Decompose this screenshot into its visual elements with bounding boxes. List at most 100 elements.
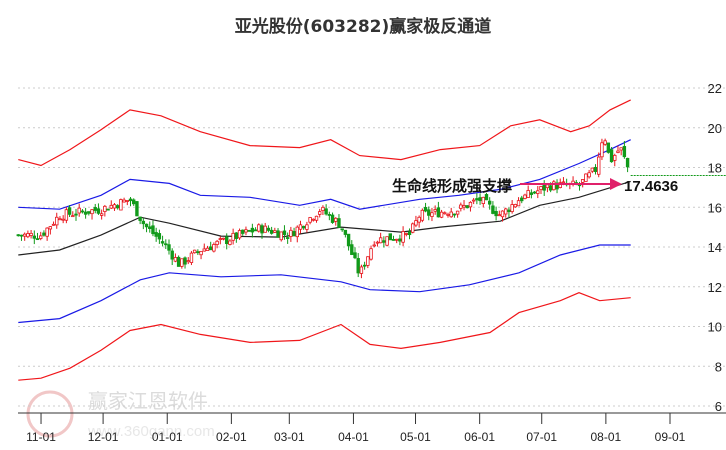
candle-body xyxy=(154,232,158,237)
candle-body xyxy=(321,206,325,211)
candle xyxy=(253,227,258,232)
candle xyxy=(536,185,540,199)
candle-body xyxy=(74,213,78,216)
candle-body xyxy=(128,198,133,202)
candle-body xyxy=(613,154,617,161)
candle xyxy=(48,226,53,235)
candle xyxy=(154,227,158,242)
chart-title: 亚光股份(603282)赢家极反通道 xyxy=(234,17,492,37)
candle xyxy=(407,228,412,240)
candle xyxy=(202,243,206,252)
candle-body xyxy=(311,218,316,221)
candle-body xyxy=(580,179,585,183)
candle xyxy=(362,261,367,270)
candle-body xyxy=(417,216,421,223)
candle-body xyxy=(475,198,479,201)
y-tick-label: 8 xyxy=(715,359,722,374)
candle xyxy=(423,202,428,213)
y-tick-label: 6 xyxy=(715,399,722,414)
candle-body xyxy=(420,209,425,221)
candle xyxy=(164,239,168,250)
candle xyxy=(260,223,264,239)
candle-body xyxy=(115,205,120,209)
candle-body xyxy=(471,199,476,202)
candle-body xyxy=(218,238,223,240)
candle-body xyxy=(160,241,165,244)
candle-body xyxy=(529,192,534,195)
y-tick-label: 10 xyxy=(708,320,722,335)
candle-body xyxy=(584,173,588,182)
candle xyxy=(385,236,389,247)
candle-body xyxy=(183,257,187,265)
annotation-value: 17.4636 xyxy=(624,178,678,195)
candle-body xyxy=(215,240,219,245)
candle xyxy=(173,253,178,263)
candle-body xyxy=(359,266,364,274)
candle-body xyxy=(77,207,81,214)
candle-body xyxy=(135,201,139,217)
candle-body xyxy=(625,157,630,168)
candle-body xyxy=(138,216,142,221)
candle-body xyxy=(510,204,514,212)
candle-body xyxy=(16,234,20,237)
candle xyxy=(205,245,210,251)
candle xyxy=(305,221,309,233)
candle xyxy=(564,178,569,187)
candle-body xyxy=(308,217,312,223)
candle-body xyxy=(22,233,27,237)
candle xyxy=(593,164,598,175)
candle xyxy=(491,201,495,215)
candle xyxy=(273,227,277,233)
candle xyxy=(266,225,271,233)
candle-body xyxy=(449,211,453,218)
candle xyxy=(176,255,181,267)
candle xyxy=(29,230,33,239)
candle xyxy=(427,206,431,221)
candle xyxy=(128,197,133,207)
candle xyxy=(404,232,409,237)
candle-body xyxy=(334,217,338,222)
candle xyxy=(622,140,627,159)
candle xyxy=(526,185,530,198)
candle-body xyxy=(391,239,396,241)
candle-body xyxy=(414,220,418,226)
candle xyxy=(157,229,162,244)
candle xyxy=(584,173,588,182)
candle-body xyxy=(87,211,91,214)
candle xyxy=(55,212,59,229)
candle-body xyxy=(439,211,444,218)
candle xyxy=(61,215,65,224)
candle-body xyxy=(507,209,511,213)
candle-body xyxy=(394,238,399,241)
candle xyxy=(388,233,392,241)
candle-body xyxy=(430,212,434,217)
candle-body xyxy=(404,233,409,235)
candle-body xyxy=(327,214,332,216)
watermark-logo xyxy=(26,390,74,438)
candle xyxy=(215,239,219,249)
candle-body xyxy=(119,199,123,211)
candle xyxy=(192,249,197,254)
candle xyxy=(247,229,251,232)
candle xyxy=(237,228,242,240)
candle-body xyxy=(362,264,367,267)
candle xyxy=(520,195,524,204)
candle-body xyxy=(83,211,88,215)
candle-body xyxy=(340,228,344,231)
candle-body xyxy=(71,215,75,218)
candle-body xyxy=(378,237,383,244)
channel-lines xyxy=(18,99,631,381)
candle xyxy=(151,220,155,237)
candle-body xyxy=(353,252,357,259)
candle xyxy=(507,207,511,218)
candle-body xyxy=(289,229,293,237)
candle-body xyxy=(465,205,469,209)
candle xyxy=(250,223,255,238)
candle xyxy=(590,167,595,174)
candle-body xyxy=(411,223,415,233)
candle xyxy=(327,211,332,221)
candle-body xyxy=(231,232,235,241)
candle-body xyxy=(324,208,328,215)
grid xyxy=(18,87,726,407)
